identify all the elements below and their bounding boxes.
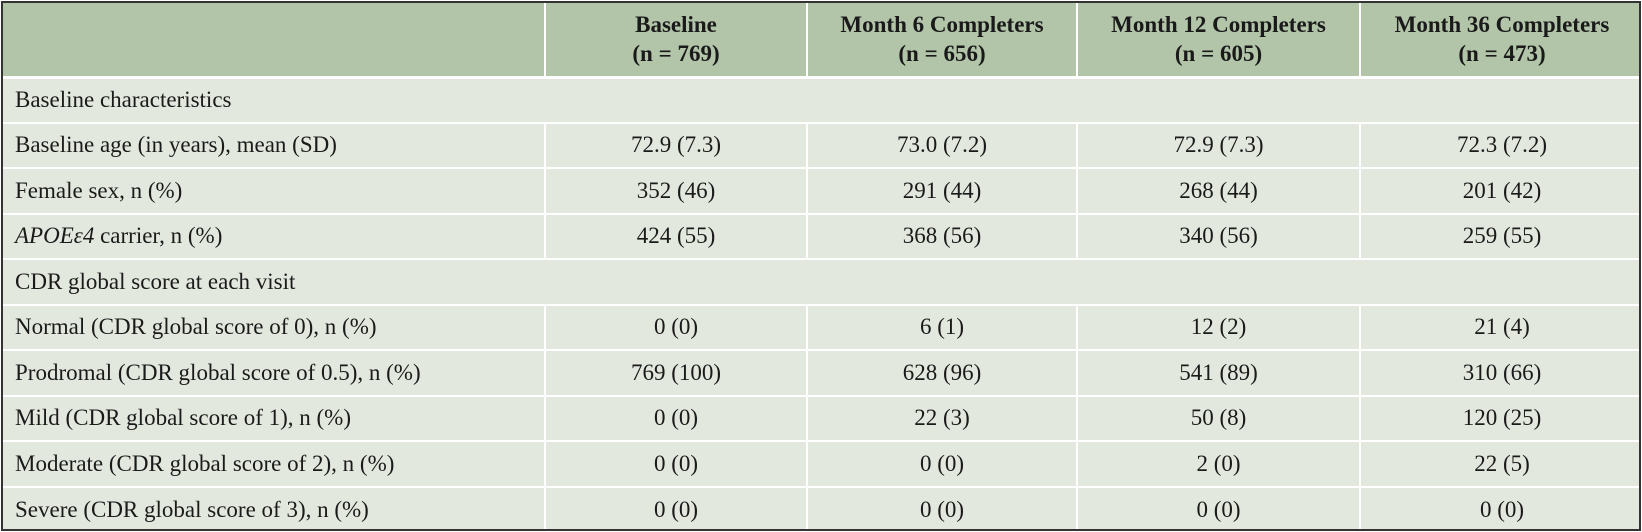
cell-value: 201 (42) — [1359, 167, 1639, 214]
cell-value: 0 (0) — [806, 485, 1077, 529]
row-label: Severe (CDR global score of 3), n (%) — [3, 485, 545, 529]
cell-value: 21 (4) — [1359, 303, 1639, 350]
cell-value: 291 (44) — [806, 167, 1077, 214]
gene-name: APOEε4 — [15, 223, 95, 249]
cell-value: 352 (46) — [544, 167, 807, 214]
header-cell-month-6: Month 6 Completers (n = 656) — [806, 3, 1077, 79]
header-cell-baseline: Baseline (n = 769) — [544, 3, 807, 79]
cell-value: 2 (0) — [1076, 440, 1360, 487]
cell-value: 0 (0) — [544, 303, 807, 350]
cell-value: 424 (55) — [544, 212, 807, 259]
cell-value: 0 (0) — [544, 485, 807, 529]
row-label: Prodromal (CDR global score of 0.5), n (… — [3, 349, 545, 396]
cell-value: 259 (55) — [1359, 212, 1639, 259]
header-n: (n = 605) — [1174, 41, 1263, 67]
cell-value: 72.9 (7.3) — [544, 121, 807, 168]
cell-value: 72.9 (7.3) — [1076, 121, 1360, 168]
cell-value: 0 (0) — [1076, 485, 1360, 529]
header-title: Month 12 Completers — [1111, 12, 1326, 38]
row-label: Moderate (CDR global score of 2), n (%) — [3, 440, 545, 487]
header-cell-month-36: Month 36 Completers (n = 473) — [1359, 3, 1639, 79]
cell-value: 340 (56) — [1076, 212, 1360, 259]
header-title: Month 6 Completers — [840, 12, 1044, 38]
table-row: Moderate (CDR global score of 2), n (%) … — [3, 440, 1639, 487]
header-n: (n = 769) — [632, 41, 720, 67]
table-row: Mild (CDR global score of 1), n (%) 0 (0… — [3, 394, 1639, 441]
header-n: (n = 656) — [898, 41, 986, 67]
row-label: APOEε4 carrier, n (%) — [3, 212, 545, 259]
section-title: Baseline characteristics — [3, 76, 1639, 123]
cell-value: 368 (56) — [806, 212, 1077, 259]
header-cell-empty — [3, 3, 545, 79]
header-row: Baseline (n = 769) Month 6 Completers (n… — [3, 3, 1639, 79]
cell-value: 541 (89) — [1076, 349, 1360, 396]
table-row: Baseline age (in years), mean (SD) 72.9 … — [3, 121, 1639, 168]
cell-value: 120 (25) — [1359, 394, 1639, 441]
cell-value: 0 (0) — [544, 440, 807, 487]
header-title: Baseline — [635, 12, 717, 38]
header-title: Month 36 Completers — [1394, 12, 1610, 38]
row-label: Normal (CDR global score of 0), n (%) — [3, 303, 545, 350]
cell-value: 0 (0) — [806, 440, 1077, 487]
demographics-table: Baseline (n = 769) Month 6 Completers (n… — [3, 3, 1639, 529]
section-row-cdr-global-score: CDR global score at each visit — [3, 258, 1639, 305]
cell-value: 0 (0) — [544, 394, 807, 441]
table-row: Prodromal (CDR global score of 0.5), n (… — [3, 349, 1639, 396]
table-row: Severe (CDR global score of 3), n (%) 0 … — [3, 485, 1639, 529]
table-row: Female sex, n (%) 352 (46) 291 (44) 268 … — [3, 167, 1639, 214]
cell-value: 22 (5) — [1359, 440, 1639, 487]
cell-value: 6 (1) — [806, 303, 1077, 350]
row-label: Baseline age (in years), mean (SD) — [3, 121, 545, 168]
cell-value: 12 (2) — [1076, 303, 1360, 350]
section-title: CDR global score at each visit — [3, 258, 1639, 305]
header-n: (n = 473) — [1458, 41, 1546, 67]
header-cell-month-12: Month 12 Completers (n = 605) — [1076, 3, 1360, 79]
table-row: APOEε4 carrier, n (%) 424 (55) 368 (56) … — [3, 212, 1639, 259]
cell-value: 769 (100) — [544, 349, 807, 396]
cell-value: 310 (66) — [1359, 349, 1639, 396]
cell-value: 22 (3) — [806, 394, 1077, 441]
table-row: Normal (CDR global score of 0), n (%) 0 … — [3, 303, 1639, 350]
cell-value: 72.3 (7.2) — [1359, 121, 1639, 168]
row-label-rest: carrier, n (%) — [94, 223, 223, 249]
cell-value: 50 (8) — [1076, 394, 1360, 441]
section-row-baseline-characteristics: Baseline characteristics — [3, 76, 1639, 123]
cell-value: 268 (44) — [1076, 167, 1360, 214]
row-label: Female sex, n (%) — [3, 167, 545, 214]
cell-value: 628 (96) — [806, 349, 1077, 396]
cell-value: 73.0 (7.2) — [806, 121, 1077, 168]
row-label: Mild (CDR global score of 1), n (%) — [3, 394, 545, 441]
cell-value: 0 (0) — [1359, 485, 1639, 529]
